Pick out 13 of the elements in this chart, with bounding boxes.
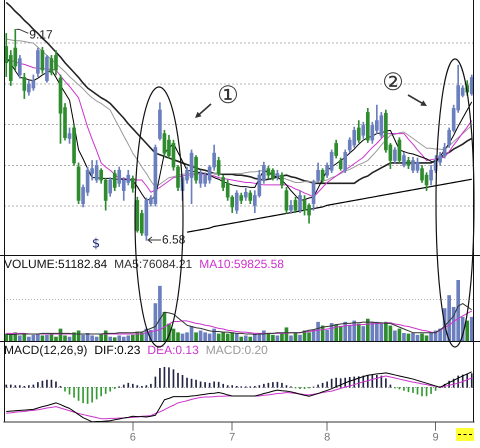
text: MACD:0.20 bbox=[206, 343, 268, 357]
annotation: ① bbox=[217, 81, 239, 110]
x-tick-label: 8 bbox=[324, 431, 330, 444]
annotation: ② bbox=[382, 68, 404, 96]
chart-title: VOLUME:51182.84 bbox=[4, 257, 108, 271]
chart-title: MACD(12,26,9) bbox=[4, 343, 88, 357]
text: MA10:59825.58 bbox=[199, 257, 284, 271]
x-tick-label: 6 bbox=[130, 431, 136, 444]
text: DIF:0.23 bbox=[94, 343, 140, 357]
annotation: $ bbox=[92, 236, 100, 252]
x-tick-label: 9 bbox=[432, 431, 439, 444]
text: DEA:0.13 bbox=[147, 343, 199, 357]
x-tick-label: 7 bbox=[229, 431, 236, 444]
